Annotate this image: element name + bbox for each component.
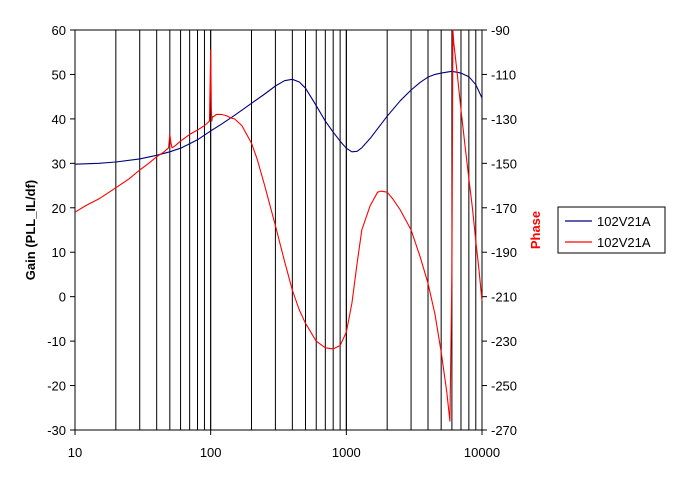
y-tick-label: 30	[52, 156, 66, 171]
y-tick-label: 40	[52, 112, 66, 127]
legend-label-phase: 102V21A	[597, 235, 651, 250]
y-axis-right: -90 -110 -130 -150 -170 -190 -210 -230 -250 -270	[482, 23, 517, 438]
y2-tick-label: -170	[491, 201, 517, 216]
y-tick-label: -10	[47, 334, 66, 349]
y2-tick-label: -250	[491, 379, 517, 394]
y-axis-title: Gain (PLL_IL/df)	[23, 180, 38, 280]
y-tick-label: 20	[52, 201, 66, 216]
y2-axis-title: Phase	[528, 211, 543, 249]
x-axis: 10 100 1000 10000	[68, 430, 500, 460]
y-tick-label: -20	[47, 379, 66, 394]
plot-area	[75, 30, 482, 430]
series-line-gain	[74, 70, 483, 165]
x-tick-label: 100	[200, 445, 222, 460]
y-tick-label: 10	[52, 245, 66, 260]
x-tick-label: 10000	[464, 445, 500, 460]
y2-tick-label: -110	[491, 67, 516, 82]
y2-tick-label: -150	[491, 156, 517, 171]
y-tick-label: 50	[52, 67, 66, 82]
y-tick-label: -30	[47, 423, 66, 438]
y-tick-label: 60	[52, 23, 66, 38]
y2-tick-label: -130	[491, 112, 517, 127]
x-tick-label: 10	[68, 445, 82, 460]
y2-tick-label: -210	[491, 290, 517, 305]
legend-label-gain: 102V21A	[597, 214, 651, 229]
x-tick-label: 1000	[332, 445, 361, 460]
y2-tick-label: -270	[491, 423, 517, 438]
y-tick-label: 0	[59, 290, 66, 305]
legend-box	[557, 206, 666, 254]
y2-tick-label: -190	[491, 245, 517, 260]
y2-tick-label: -90	[491, 23, 510, 38]
y2-tick-label: -230	[491, 334, 517, 349]
legend: 102V21A 102V21A	[557, 206, 666, 254]
y-axis-left: 60 50 40 30 20 10 0 -10 -20 -30	[47, 23, 75, 438]
series-line-phase	[74, 29, 483, 422]
series-layer	[74, 29, 483, 422]
plot-border	[74, 29, 483, 431]
